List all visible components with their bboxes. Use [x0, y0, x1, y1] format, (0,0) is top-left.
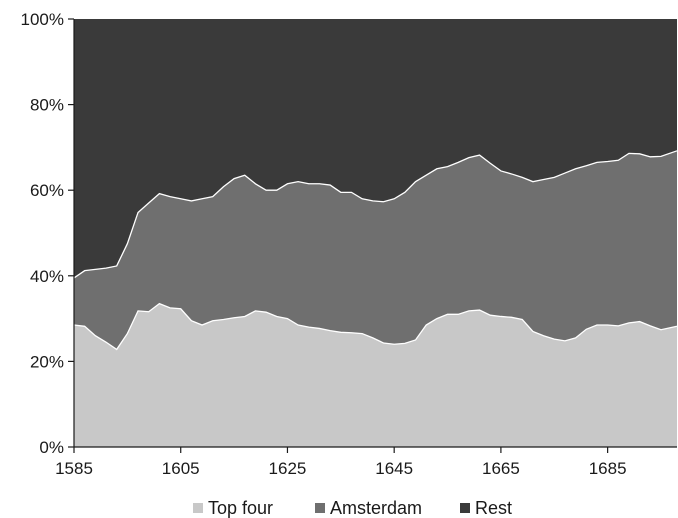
x-tick-label: 1645: [375, 459, 413, 478]
y-tick-label: 40%: [30, 267, 64, 286]
area-rest: [74, 19, 677, 278]
x-tick-label: 1685: [589, 459, 627, 478]
legend-swatch-rest: [460, 503, 470, 513]
y-tick-label: 80%: [30, 96, 64, 115]
series-boundary-line: [73, 150, 678, 279]
y-tick-label: 100%: [21, 10, 64, 29]
legend-label-amsterdam: Amsterdam: [330, 498, 422, 518]
legend-label-top-four: Top four: [208, 498, 273, 518]
legend: Top four Amsterdam Rest: [193, 498, 512, 518]
y-tick-label: 60%: [30, 181, 64, 200]
area-top-four: [74, 303, 677, 447]
legend-swatch-amsterdam: [315, 503, 325, 513]
x-tick-label: 1625: [269, 459, 307, 478]
y-tick-label: 0%: [39, 438, 64, 457]
x-tick-label: 1605: [162, 459, 200, 478]
legend-label-rest: Rest: [475, 498, 512, 518]
legend-swatch-top-four: [193, 503, 203, 513]
x-tick-label: 1665: [482, 459, 520, 478]
x-tick-label: 1585: [55, 459, 93, 478]
areas-layer: [73, 19, 678, 447]
series-boundary-line: [73, 302, 678, 351]
area-amsterdam: [74, 150, 677, 350]
y-tick-label: 20%: [30, 352, 64, 371]
axes-layer: 0% 20% 40% 60% 80% 100% 1585 1605 1625 1645 1665 16…: [21, 10, 677, 478]
